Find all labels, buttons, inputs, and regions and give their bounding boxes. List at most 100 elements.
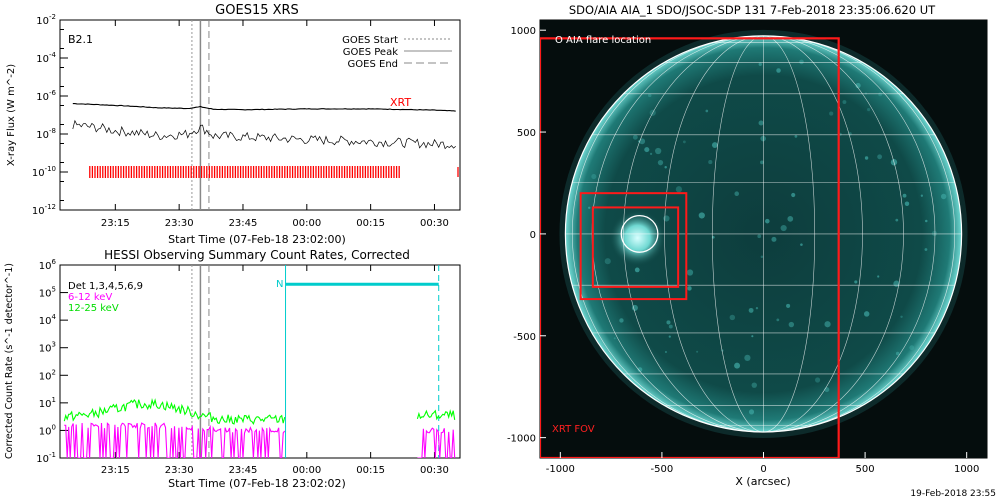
sun-bright-point — [751, 382, 758, 388]
aia-y-tick-label: 0 — [530, 230, 536, 241]
sun-bright-point — [619, 318, 624, 323]
sun-bright-point — [824, 321, 831, 328]
goes-class-label: B2.1 — [68, 33, 93, 46]
sun-grid-longitude — [571, 35, 764, 433]
goes-y-axis-label: X-ray Flux (W m^-2) — [6, 64, 17, 166]
hessi-y-axis-label: Corrected Count Rate (s^-1 detector^-1) — [4, 263, 15, 459]
sun-bright-point — [931, 230, 938, 237]
goes-title: GOES15 XRS — [215, 3, 299, 18]
hessi-x-tick-label: 00:15 — [356, 465, 385, 476]
xrt-fov-box — [540, 37, 840, 458]
sun-bright-point — [758, 62, 762, 66]
sun-bright-point — [760, 135, 767, 142]
sun-bright-point — [799, 59, 804, 65]
hessi-x-tick-label: 23:45 — [229, 465, 258, 476]
sun-bright-point — [682, 140, 686, 144]
sun-bright-point — [696, 350, 699, 353]
hessi-y-tick-label: 102 — [39, 368, 56, 382]
goes-x-tick-label: 00:30 — [420, 218, 449, 229]
sun-bright-point — [637, 367, 643, 372]
sun-bright-point — [734, 362, 741, 369]
sun-bright-point — [909, 345, 915, 351]
sun-bright-point — [787, 216, 794, 222]
hessi-x-axis-label: Start Time (07-Feb-18 23:02:02) — [168, 477, 346, 490]
xrt-box-1 — [591, 206, 680, 288]
sun-bright-point — [867, 108, 871, 112]
sun-bright-point — [663, 215, 670, 222]
aia-x-tick-label: 1000 — [954, 464, 979, 475]
hessi-detectors-label: Det 1,3,4,5,6,9 — [68, 281, 143, 292]
hessi-y-tick-label: 100 — [39, 423, 56, 437]
sun-bright-point — [705, 109, 709, 113]
sun-bright-point — [895, 351, 900, 356]
sun-bright-point — [794, 135, 798, 138]
hessi-x-tick-label: 23:30 — [165, 465, 194, 476]
sun-bright-point — [668, 335, 671, 338]
hessi-axis-ticks: 23:15 23:30 23:45 00:00 00:15 00:30 10-1 100 101… — [36, 258, 449, 476]
sun-bright-point — [748, 307, 754, 313]
sun-bright-point — [686, 269, 694, 276]
sun-bright-point — [748, 409, 755, 415]
sun-bright-point — [649, 152, 653, 155]
aia-xrt-fov-label: XRT FOV — [552, 424, 595, 435]
goes-legend: GOES Start GOES Peak GOES End — [342, 35, 452, 70]
aia-image-area — [540, 20, 987, 458]
goes-y-tick-label: 10-2 — [36, 13, 56, 27]
goes-x-tick-label: 23:45 — [229, 218, 258, 229]
sun-grid-longitude — [763, 35, 863, 433]
sun-bright-point — [760, 160, 764, 165]
sun-bright-point — [878, 92, 883, 97]
sun-bright-point — [771, 236, 777, 242]
hessi-series-12-25-keV-seg1 — [416, 409, 456, 421]
sun-bright-point — [757, 234, 762, 239]
hessi-data-area — [63, 265, 456, 458]
sun-bright-point — [940, 193, 947, 200]
hessi-y-tick-label: 106 — [39, 258, 57, 272]
goes-y-tick-label: 10-4 — [36, 51, 56, 65]
sun-bright-point — [666, 320, 671, 325]
sun-bright-point — [729, 314, 736, 321]
goes-y-tick-label: 10-10 — [32, 165, 56, 179]
sun-bright-point — [864, 156, 869, 160]
goes-xrt-label: XRT — [390, 96, 411, 109]
sun-bright-point — [776, 318, 780, 322]
hessi-y-tick-label: 105 — [39, 286, 56, 300]
goes-axis-ticks: 23:15 23:30 23:45 00:00 00:15 00:30 10-12 10-10… — [32, 13, 449, 229]
sun-bright-point — [644, 147, 650, 153]
sun-bright-point — [904, 201, 910, 206]
sun-bright-point — [668, 324, 673, 329]
sun-grid-longitude — [711, 35, 764, 433]
sun-bright-point — [675, 186, 683, 193]
sun-bright-point — [632, 134, 638, 140]
sun-bright-point — [877, 275, 880, 278]
sun-bright-point — [815, 377, 821, 383]
sun-bright-point — [664, 350, 667, 353]
hessi-y-tick-label: 104 — [39, 313, 57, 327]
hessi-x-tick-label: 00:30 — [420, 465, 449, 476]
legend-goes-start: GOES Start — [342, 35, 398, 46]
aia-x-tick-label: -500 — [651, 464, 674, 475]
sun-bright-point — [924, 248, 928, 251]
sun-bright-point — [708, 160, 713, 165]
sun-bright-point — [711, 235, 715, 239]
legend-goes-end: GOES End — [348, 59, 398, 70]
sun-bright-point — [711, 142, 718, 149]
hessi-legend-12-25: 12-25 keV — [68, 303, 119, 314]
hessi-legend-6-12: 6-12 keV — [68, 292, 112, 303]
hessi-panel: HESSI Observing Summary Count Rates, Cor… — [4, 248, 461, 490]
hessi-plot-frame — [59, 264, 461, 459]
goes-plot-frame — [59, 19, 461, 211]
sun-bright-point — [604, 258, 611, 265]
sun-bright-point — [877, 154, 883, 160]
sun-bright-point — [655, 147, 662, 155]
sun-bright-point — [829, 111, 834, 116]
aia-axis-ticks: -1000 -500 0 500 1000 -1000 -500 0 500 1000 — [507, 26, 979, 475]
aia-y-tick-label: -500 — [513, 332, 536, 343]
sun-bright-point — [842, 100, 847, 104]
hessi-x-tick-label: 23:15 — [101, 465, 130, 476]
sun-bright-point — [765, 218, 770, 224]
hessi-series-6-12-keV-seg0 — [64, 422, 286, 458]
sun-grid-longitude — [763, 35, 816, 433]
sun-bright-point — [780, 224, 787, 232]
sun-grid-longitude — [763, 35, 936, 433]
